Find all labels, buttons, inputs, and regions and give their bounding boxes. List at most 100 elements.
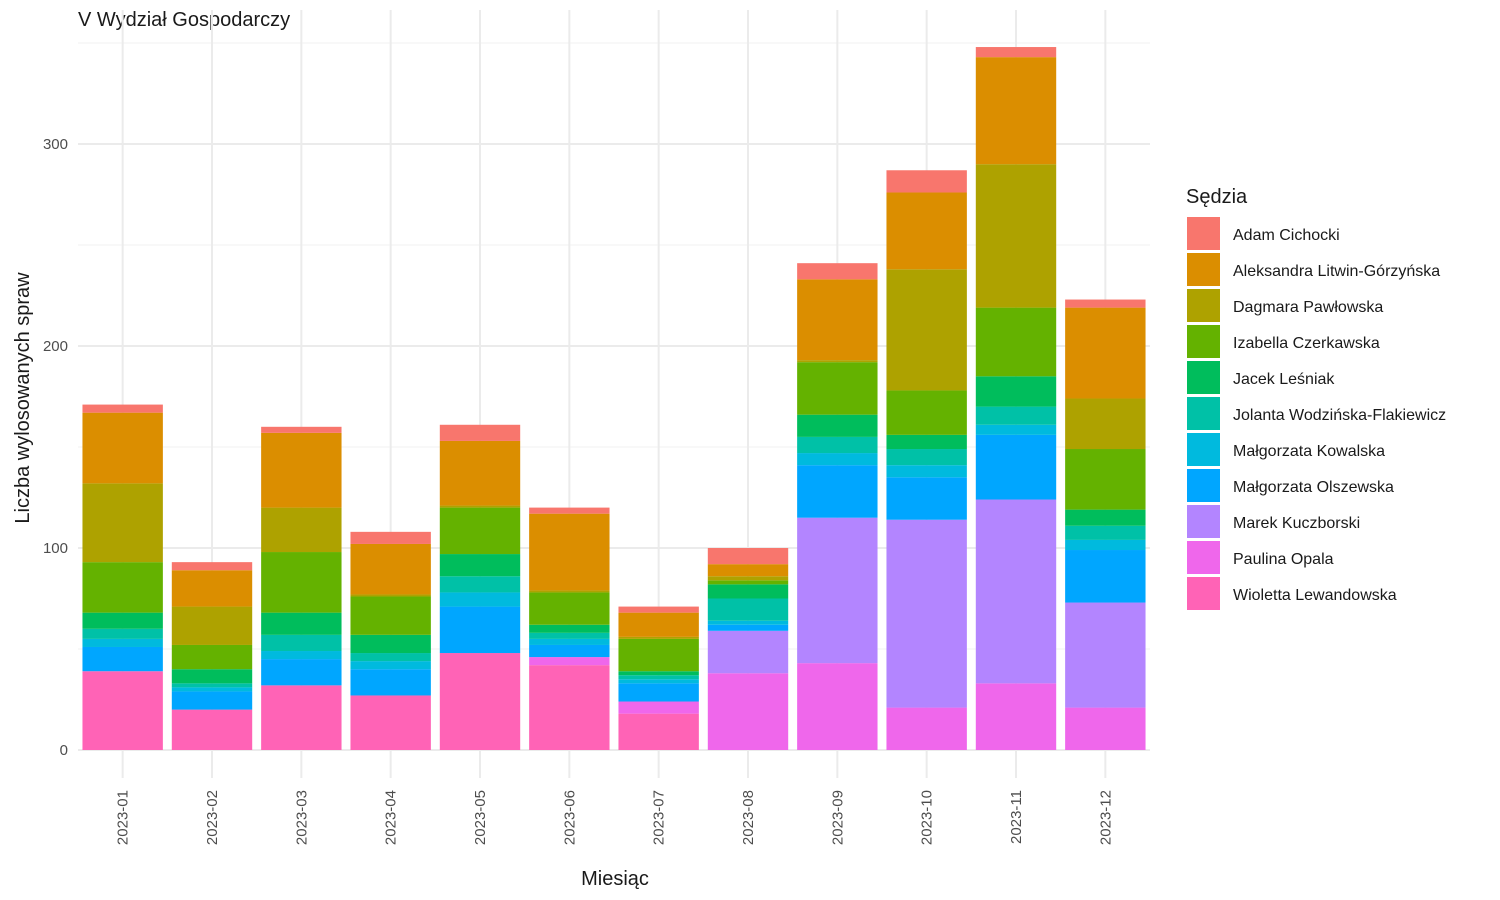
bar-segment	[707, 673, 789, 750]
x-tick-label: 2023-10	[919, 790, 936, 845]
bar-segment	[529, 644, 610, 658]
x-axis-ticks: 2023-01 2023-02 2023-03 2023-04 2023-05 2023-…	[115, 790, 1115, 845]
bar-segment	[618, 606, 699, 613]
legend: Adam Cichocki Aleksandra Litwin-Górzyńska…	[1187, 217, 1446, 610]
bar-segment	[82, 646, 163, 672]
bar-segment	[886, 519, 967, 708]
bar-segment	[1065, 299, 1146, 308]
legend-label: Marek Kuczborski	[1233, 515, 1360, 532]
legend-swatch	[1187, 505, 1220, 538]
bars	[82, 47, 1146, 750]
bar-segment	[975, 57, 1057, 165]
bar-segment	[1065, 398, 1146, 450]
bar-segment	[350, 695, 431, 750]
y-tick-label: 200	[43, 338, 68, 355]
legend-swatch	[1187, 289, 1220, 322]
bar-segment	[1065, 707, 1146, 750]
bar-segment	[82, 671, 163, 750]
x-tick-label: 2023-08	[740, 790, 757, 845]
legend-label: Małgorzata Kowalska	[1233, 443, 1385, 460]
bar-segment	[707, 598, 789, 621]
bar-segment	[261, 685, 342, 750]
legend-label: Izabella Czerkawska	[1233, 335, 1380, 352]
bar-segment	[975, 434, 1057, 500]
legend-swatch	[1187, 433, 1220, 466]
bar-segment	[261, 426, 342, 433]
bar-segment	[439, 554, 521, 577]
bar-segment	[439, 507, 521, 555]
bar-segment	[618, 636, 699, 639]
bar-segment	[82, 628, 163, 639]
bar-segment	[529, 624, 610, 633]
bar-segment	[439, 424, 521, 441]
y-tick-label: 300	[43, 136, 68, 153]
bar-segment	[886, 192, 967, 270]
bar-segment	[707, 620, 789, 625]
bar-segment	[1065, 307, 1146, 399]
legend-label: Paulina Opala	[1233, 551, 1334, 568]
bar-segment	[797, 263, 878, 280]
bar-segment	[618, 638, 699, 672]
bar-segment	[975, 406, 1057, 425]
bar-segment	[707, 548, 789, 565]
legend-swatch	[1187, 361, 1220, 394]
bar-segment	[529, 665, 610, 750]
bar-segment	[797, 360, 878, 363]
x-tick-label: 2023-02	[204, 790, 221, 845]
legend-title: Sędzia	[1186, 186, 1248, 208]
bar-segment	[350, 531, 431, 544]
x-tick-label: 2023-07	[651, 790, 668, 845]
bar-segment	[350, 596, 431, 635]
bar-segment	[975, 424, 1057, 435]
x-tick-label: 2023-04	[383, 790, 400, 845]
x-tick-label: 2023-06	[561, 790, 578, 845]
bar-segment	[886, 477, 967, 520]
bar-segment	[975, 164, 1057, 308]
bar-segment	[529, 590, 610, 593]
legend-label: Jolanta Wodzińska-Flakiewicz	[1233, 407, 1446, 424]
legend-swatch	[1187, 577, 1220, 610]
y-tick-label: 0	[60, 742, 68, 759]
bar-segment	[707, 624, 789, 631]
bar-segment	[261, 432, 342, 508]
bar-segment	[1065, 539, 1146, 551]
bar-segment	[439, 606, 521, 654]
bar-segment	[886, 465, 967, 478]
bar-segment	[797, 453, 878, 466]
bar-segment	[886, 449, 967, 466]
legend-swatch	[1187, 469, 1220, 502]
bar-segment	[171, 669, 253, 684]
bar-segment	[171, 570, 253, 607]
x-tick-label: 2023-11	[1008, 790, 1025, 844]
bar-segment	[797, 517, 878, 664]
legend-label: Małgorzata Olszewska	[1233, 479, 1394, 496]
legend-swatch	[1187, 325, 1220, 358]
bar-segment	[350, 543, 431, 595]
bar-segment	[618, 713, 699, 750]
legend-swatch	[1187, 397, 1220, 430]
bar-segment	[1065, 550, 1146, 603]
bar-segment	[82, 412, 163, 484]
bar-segment	[1065, 525, 1146, 540]
bar-segment	[618, 679, 699, 684]
bar-segment	[797, 465, 878, 518]
bar-segment	[1065, 602, 1146, 708]
bar-segment	[707, 576, 789, 581]
bar-segment	[261, 552, 342, 613]
bar-segment	[797, 414, 878, 437]
bar-segment	[171, 687, 253, 692]
bar-segment	[439, 592, 521, 607]
bar-segment	[797, 279, 878, 361]
bar-segment	[618, 671, 699, 676]
bar-segment	[261, 507, 342, 553]
bar-segment	[171, 644, 253, 670]
bar-segment	[618, 683, 699, 702]
legend-swatch	[1187, 217, 1220, 250]
bar-segment	[82, 612, 163, 629]
bar-segment	[171, 606, 253, 645]
bar-segment	[797, 362, 878, 415]
bar-segment	[529, 507, 610, 514]
bar-segment	[529, 638, 610, 645]
bar-segment	[350, 669, 431, 696]
bar-segment	[975, 376, 1057, 407]
